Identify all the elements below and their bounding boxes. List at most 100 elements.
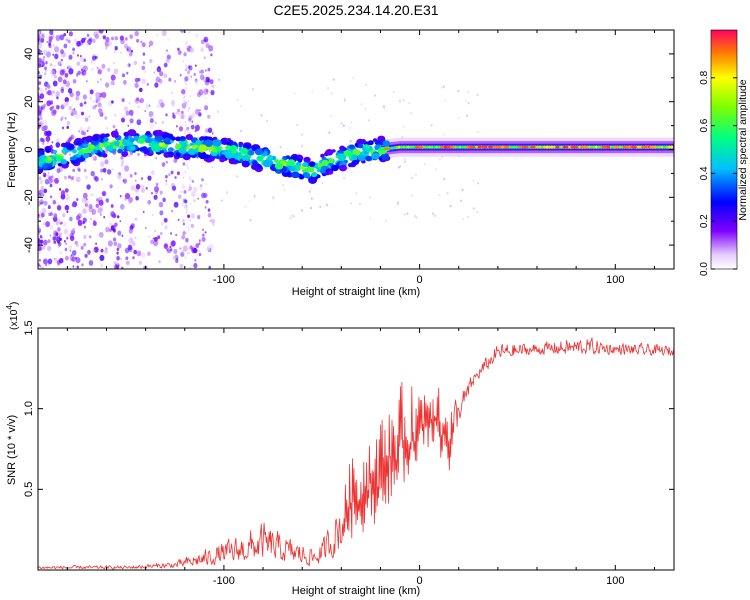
spectrogram-noise-cell: [75, 176, 81, 183]
spectrogram-tone-peak: [449, 145, 455, 149]
spectrogram-tone-cell: [543, 145, 547, 149]
spectrogram-tone-cell: [587, 145, 592, 149]
spectrogram-noise-cell: [179, 73, 182, 77]
spectrogram-noise-cell: [443, 85, 445, 88]
spectrogram-noise-cell: [86, 184, 91, 190]
spectrogram-noise-cell: [38, 42, 43, 49]
spectrogram-noise-cell: [311, 90, 314, 93]
spectrogram-noise-cell: [97, 207, 103, 214]
spectrogram-noise-cell: [38, 200, 41, 207]
spectrogram-signal-cell: [38, 156, 41, 162]
spectrogram-noise-cell: [127, 124, 130, 127]
spectrogram-noise-cell: [330, 92, 333, 95]
spectrogram-noise-cell: [140, 40, 143, 44]
spectrogram-noise-cell: [350, 121, 353, 124]
spectrogram-noise-cell: [133, 60, 138, 65]
spectrogram-noise-cell: [440, 86, 443, 89]
spectrogram-tone-peak: [417, 145, 424, 149]
spectrogram-noise-cell: [169, 248, 173, 252]
spectrogram-signal-cell: [97, 151, 102, 156]
spectrogram-noise-cell: [135, 196, 139, 201]
spectrogram-noise-cell: [41, 34, 45, 39]
spectrogram-noise-cell: [190, 67, 193, 70]
spectrogram-noise-cell: [83, 234, 87, 240]
spectrogram-x-tick-label: 100: [606, 274, 624, 286]
spectrogram-noise-cell: [121, 266, 124, 269]
colorbar-tick-label: 0.4: [699, 166, 710, 180]
spectrogram-y-ticks: -40 -20 0 20 40: [23, 29, 674, 270]
spectrogram-noise-cell: [116, 255, 120, 261]
spectrogram-noise-cell: [41, 266, 44, 269]
spectrogram-noise-cell: [310, 197, 313, 200]
spectrogram-tone-peak: [521, 145, 529, 149]
spectrogram-noise-cell: [170, 91, 173, 94]
spectrogram-noise-cell: [68, 175, 71, 179]
spectrogram-tone-cell: [639, 145, 643, 149]
spectrogram-signal-cell: [53, 149, 58, 154]
spectrogram-noise-cell: [165, 160, 169, 164]
spectrogram-signal-cell: [105, 133, 110, 138]
spectrogram-noise-cell: [130, 185, 136, 191]
spectrogram-noise-cell: [38, 48, 41, 55]
spectrogram-noise-cell: [92, 100, 95, 104]
spectrogram-noise-cell: [84, 199, 89, 205]
spectrogram-noise-cell: [187, 226, 190, 229]
spectrogram-noise-cell: [38, 57, 42, 63]
spectrogram-signal-cell: [151, 144, 161, 152]
spectrogram-noise-cell: [433, 214, 436, 218]
spectrogram-noise-cell: [84, 117, 89, 122]
spectrogram-noise-cell: [114, 46, 118, 51]
spectrogram-noise-cell: [100, 206, 104, 211]
spectrogram-tone-cell: [599, 145, 603, 149]
spectrogram-noise-cell: [369, 217, 372, 220]
spectrogram-noise-cell: [190, 75, 193, 78]
spectrogram-noise-cell: [65, 101, 69, 106]
spectrogram-signal-cell: [287, 159, 296, 167]
spectrogram-tone-cell: [397, 145, 401, 149]
spectrogram-noise-cell: [117, 230, 122, 236]
spectrogram-noise-cell: [158, 260, 161, 264]
spectrogram-noise-cell: [63, 222, 67, 227]
spectrogram-noise-cell: [88, 204, 93, 209]
spectrogram-signal-cell: [38, 152, 42, 157]
spectrogram-signal-cell: [72, 149, 77, 154]
spectrogram-signal-cell: [153, 131, 158, 136]
spectrogram-tone-peak: [649, 145, 657, 149]
spectrogram-noise-cell: [205, 76, 210, 83]
spectrogram-noise-cell: [449, 204, 452, 208]
snr-line: [38, 337, 674, 570]
spectrogram-noise-cell: [130, 151, 133, 156]
spectrogram-noise-cell: [414, 173, 417, 177]
spectrogram-noise-cell: [155, 182, 159, 187]
spectrogram-tone-cell: [547, 145, 552, 149]
spectrogram-noise-cell: [183, 190, 187, 194]
spectrogram-noise-cell: [402, 99, 405, 102]
spectrogram-noise-cell: [104, 40, 110, 47]
spectrogram-noise-cell: [53, 240, 57, 244]
spectrogram-noise-cell: [205, 43, 210, 49]
spectrogram-noise-cell: [208, 265, 212, 269]
spectrogram-noise-cell: [51, 175, 54, 179]
snr-x-ticks: -100 0 100: [66, 328, 655, 587]
spectrogram-noise-cell: [82, 217, 87, 223]
spectrogram-noise-cell: [189, 202, 192, 206]
spectrogram-noise-cell: [170, 101, 176, 107]
spectrogram-noise-cell: [42, 172, 47, 178]
spectrogram-noise-cell: [410, 176, 413, 180]
spectrogram-noise-cell: [476, 210, 479, 214]
spectrogram-noise-cell: [141, 65, 146, 71]
spectrogram-signal-cell: [297, 158, 303, 163]
spectrogram-noise-cell: [83, 242, 87, 247]
spectrogram-tone-peak: [606, 145, 611, 149]
spectrogram-noise-cell: [111, 100, 114, 104]
spectrogram-noise-cell: [57, 242, 62, 247]
spectrogram-noise-cell: [79, 56, 84, 63]
spectrogram-tone-cell: [597, 145, 601, 149]
spectrogram-signal-cell: [381, 153, 390, 160]
spectrogram-noise-cell: [110, 80, 115, 86]
spectrogram-tone-peak: [481, 145, 487, 149]
spectrogram-tone-peak: [580, 145, 585, 149]
spectrogram-noise-cell: [197, 197, 199, 200]
spectrogram-noise-cell: [200, 47, 205, 53]
spectrogram-noise-cell: [435, 167, 438, 171]
